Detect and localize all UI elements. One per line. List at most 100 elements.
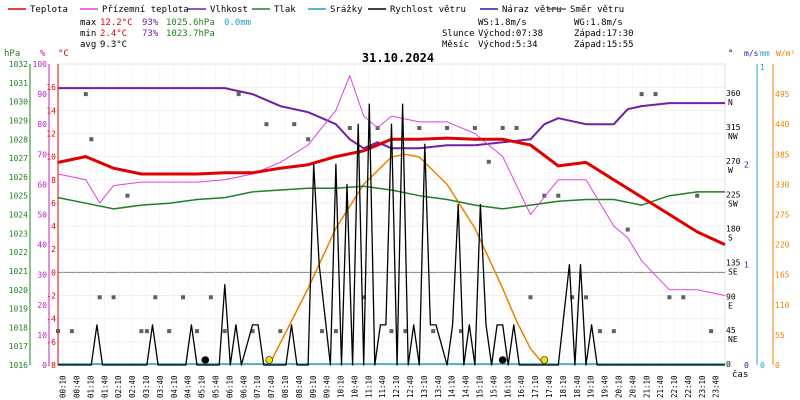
- direction-tick-label: 135: [726, 258, 741, 267]
- chart-title: 31.10.2024: [362, 51, 434, 65]
- x-tick-label: 06:40: [239, 375, 248, 398]
- hpa-tick-label: 1020: [9, 286, 28, 295]
- wind-direction-point: [653, 92, 658, 97]
- celsius-tick-label: 12: [46, 129, 56, 138]
- x-tick-label: 07:40: [267, 375, 276, 398]
- wind-direction-point: [681, 295, 686, 300]
- x-tick-label: 05:40: [211, 375, 220, 398]
- x-tick-label: 19:10: [587, 375, 596, 398]
- wind-direction-point: [431, 329, 436, 334]
- legend-label: Směr větru: [570, 5, 624, 15]
- percent-tick-label: 40: [37, 241, 47, 250]
- x-tick-label: 03:10: [142, 375, 151, 398]
- direction-tick-label: 180: [726, 225, 741, 234]
- wind-direction-point: [144, 329, 149, 334]
- direction-tick-label: 0: [726, 360, 731, 369]
- ground-temperature-line: [57, 75, 726, 296]
- hpa-tick-label: 1023: [9, 229, 28, 238]
- wm2-tick-label: 275: [775, 211, 790, 220]
- celsius-tick-label: 2: [51, 245, 56, 254]
- stat-moon-set: Západ:15:55: [574, 40, 634, 50]
- wind-direction-point: [56, 329, 60, 334]
- compass-tick-label: N: [728, 98, 733, 107]
- ms-tick-label: 2: [744, 160, 749, 169]
- stat-min-hum: 73%: [142, 29, 159, 39]
- wind-direction-point: [486, 159, 491, 164]
- x-tick-label: 17:40: [545, 375, 554, 398]
- solar-line: [268, 153, 545, 366]
- stat-max-temp: 12.2°C: [100, 18, 133, 28]
- wm2-tick-label: 495: [775, 90, 790, 99]
- legend: Teplota Přízemní teplota Vlhkost Tlak Srážky…: [8, 5, 624, 15]
- x-tick-label: 19:40: [601, 375, 610, 398]
- wm2-tick-label: 165: [775, 271, 790, 280]
- x-tick-label: 12:10: [392, 375, 401, 398]
- hpa-tick-label: 1030: [9, 98, 28, 107]
- wind-direction-point: [695, 193, 700, 198]
- hpa-tick-label: 1021: [9, 267, 28, 276]
- wind-direction-point: [181, 295, 186, 300]
- compass-tick-label: NE: [728, 335, 738, 344]
- wind-direction-point: [306, 137, 311, 142]
- compass-tick-label: NW: [728, 132, 738, 141]
- wind-direction-point: [333, 329, 338, 334]
- x-tick-label: 00:10: [59, 375, 68, 398]
- wind-direction-point: [83, 92, 88, 97]
- wind-direction-point: [445, 125, 450, 130]
- direction-tick-label: 45: [726, 326, 736, 335]
- x-tick-label: 21:10: [642, 375, 651, 398]
- percent-tick-label: 50: [37, 211, 47, 220]
- plot-area: [56, 75, 726, 366]
- direction-axis-label: °: [728, 49, 733, 59]
- x-tick-label: 08:10: [281, 375, 290, 398]
- wind-direction-point: [194, 329, 199, 334]
- percent-tick-label: 90: [37, 90, 47, 99]
- wind-direction-point: [167, 329, 172, 334]
- axes: hPa% °C1016101710181019102010211022102310…: [4, 49, 795, 398]
- wind-direction-point: [458, 329, 463, 334]
- percent-tick-label: 20: [37, 301, 47, 310]
- wind-direction-point: [250, 329, 255, 334]
- compass-tick-label: W: [728, 166, 733, 175]
- wind-direction-point: [389, 329, 394, 334]
- x-tick-label: 09:40: [323, 375, 332, 398]
- x-tick-label: 02:40: [128, 375, 137, 398]
- x-tick-label: 17:10: [531, 375, 540, 398]
- percent-tick-label: 70: [37, 150, 47, 159]
- celsius-tick-label: -6: [46, 338, 56, 347]
- stat-ws: WS:1.8m/s: [478, 18, 527, 28]
- wind-direction-point: [709, 329, 714, 334]
- wind-direction-point: [69, 329, 74, 334]
- wind-direction-point: [584, 295, 589, 300]
- ms-axis-label: m/s: [744, 49, 759, 58]
- stat-max-press: 1025.6hPa: [166, 18, 215, 28]
- x-tick-label: 18:40: [573, 375, 582, 398]
- hpa-axis-label: hPa: [4, 49, 20, 59]
- wind-direction-point: [570, 295, 575, 300]
- direction-tick-label: 315: [726, 123, 741, 132]
- x-tick-label: 16:10: [503, 375, 512, 398]
- stat-moon-rise: Východ:5:34: [478, 40, 538, 50]
- celsius-tick-label: -8: [46, 361, 56, 370]
- wind-direction-point: [667, 295, 672, 300]
- compass-tick-label: SW: [728, 200, 738, 209]
- legend-label: Rychlost větru: [390, 5, 466, 15]
- sunrise-marker: [265, 356, 274, 364]
- ms-tick-label: 0: [744, 361, 749, 370]
- wind-direction-point: [89, 137, 94, 142]
- x-tick-label: 16:40: [517, 375, 526, 398]
- hpa-tick-label: 1026: [9, 173, 28, 182]
- x-tick-label: 13:10: [420, 375, 429, 398]
- moonset-marker: [498, 356, 507, 364]
- wind-speed-line: [58, 103, 725, 366]
- compass-tick-label: S: [728, 234, 733, 243]
- celsius-tick-label: 14: [46, 106, 56, 115]
- celsius-tick-label: 10: [46, 153, 56, 162]
- wind-direction-point: [542, 193, 547, 198]
- wind-direction-point: [625, 227, 630, 232]
- x-tick-label: 01:10: [86, 375, 95, 398]
- wind-direction-point: [125, 193, 130, 198]
- stat-avg-temp: 9.3°C: [100, 40, 127, 50]
- x-tick-label: 08:40: [295, 375, 304, 398]
